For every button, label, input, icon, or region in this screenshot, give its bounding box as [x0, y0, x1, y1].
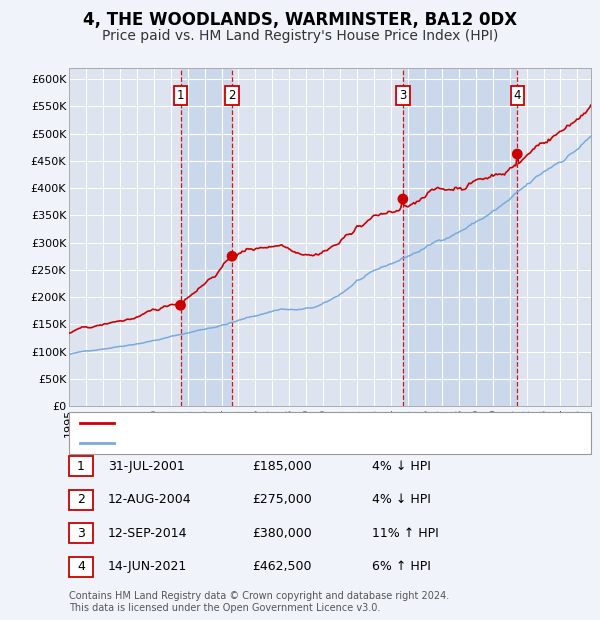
Text: £185,000: £185,000	[252, 460, 312, 472]
Text: 2: 2	[228, 89, 236, 102]
Point	[176, 300, 185, 310]
Point	[512, 149, 522, 159]
Text: 12-SEP-2014: 12-SEP-2014	[108, 527, 187, 539]
Text: £462,500: £462,500	[252, 560, 312, 573]
Point	[398, 194, 407, 204]
Text: 4: 4	[514, 89, 521, 102]
Text: 31-JUL-2001: 31-JUL-2001	[108, 460, 185, 472]
Text: 6% ↑ HPI: 6% ↑ HPI	[372, 560, 431, 573]
Text: 4, THE WOODLANDS, WARMINSTER, BA12 0DX (detached house): 4, THE WOODLANDS, WARMINSTER, BA12 0DX (…	[121, 417, 529, 430]
Text: HPI: Average price, detached house, Wiltshire: HPI: Average price, detached house, Wilt…	[121, 437, 408, 450]
Text: 4% ↓ HPI: 4% ↓ HPI	[372, 494, 431, 506]
Text: 1: 1	[177, 89, 184, 102]
Text: 4% ↓ HPI: 4% ↓ HPI	[372, 460, 431, 472]
Text: Price paid vs. HM Land Registry's House Price Index (HPI): Price paid vs. HM Land Registry's House …	[102, 29, 498, 43]
Text: 12-AUG-2004: 12-AUG-2004	[108, 494, 191, 506]
Text: 2: 2	[77, 494, 85, 506]
Text: 3: 3	[77, 527, 85, 539]
Text: Contains HM Land Registry data © Crown copyright and database right 2024.
This d: Contains HM Land Registry data © Crown c…	[69, 591, 449, 613]
Text: 1: 1	[77, 460, 85, 472]
Text: 11% ↑ HPI: 11% ↑ HPI	[372, 527, 439, 539]
Text: 4, THE WOODLANDS, WARMINSTER, BA12 0DX: 4, THE WOODLANDS, WARMINSTER, BA12 0DX	[83, 11, 517, 29]
Point	[227, 251, 237, 261]
Text: £380,000: £380,000	[252, 527, 312, 539]
Bar	[181, 68, 232, 406]
Bar	[403, 68, 517, 406]
Text: £275,000: £275,000	[252, 494, 312, 506]
Text: 4: 4	[77, 560, 85, 573]
Text: 14-JUN-2021: 14-JUN-2021	[108, 560, 187, 573]
Text: 3: 3	[399, 89, 407, 102]
